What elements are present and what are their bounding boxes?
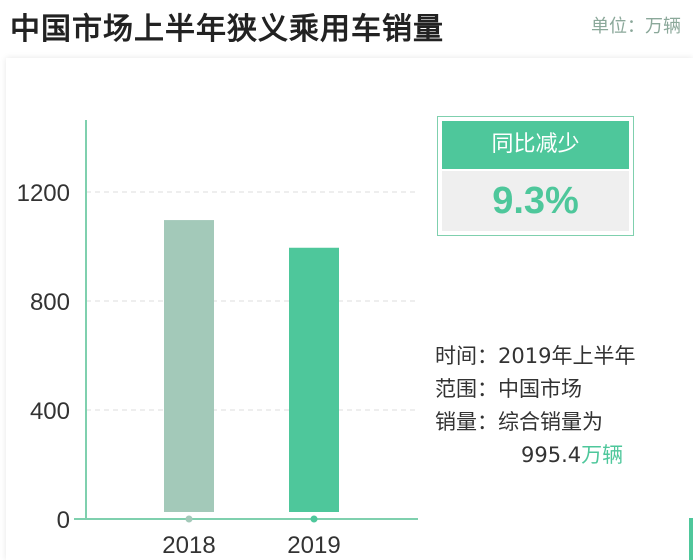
y-tick-label-800: 800 <box>30 289 70 316</box>
yoy-change-badge: 同比减少 9.3% <box>437 116 634 236</box>
yoy-change-value: 9.3% <box>442 171 629 231</box>
info-sales-value: 995.4 <box>521 443 582 467</box>
info-sales-row: 销量：综合销量为 <box>435 406 635 439</box>
info-range-row: 范围：中国市场 <box>435 373 635 406</box>
x-tick-label-2019: 2019 <box>287 532 340 559</box>
info-time-row: 时间：2019年上半年 <box>435 340 635 373</box>
info-time-label: 时间： <box>435 344 498 368</box>
x-tick-dot-2019 <box>310 515 318 523</box>
y-tick-label-400: 400 <box>30 398 70 425</box>
info-range-value: 中国市场 <box>498 377 582 401</box>
info-sales-label: 销量： <box>435 410 498 434</box>
x-tick-label-2018: 2018 <box>162 532 215 559</box>
info-sales-unit: 万辆 <box>581 443 624 467</box>
info-time-value: 2019年上半年 <box>498 344 636 368</box>
yoy-change-label: 同比减少 <box>442 121 629 169</box>
x-tick-dot-2018 <box>185 515 193 523</box>
y-tick-label-1200: 1200 <box>17 180 70 207</box>
unit-label: 单位：万辆 <box>591 16 681 37</box>
info-block: 时间：2019年上半年 范围：中国市场 销量：综合销量为 995.4万辆 <box>435 340 635 472</box>
info-range-label: 范围： <box>435 377 498 401</box>
bar-2018 <box>164 220 214 512</box>
y-tick-label-0: 0 <box>57 507 70 534</box>
chart-title: 中国市场上半年狭义乘用车销量 <box>10 12 444 47</box>
info-sales-value-row: 995.4万辆 <box>435 439 635 472</box>
bar-2019 <box>289 247 339 513</box>
info-sales-prefix: 综合销量为 <box>498 410 603 434</box>
edge-accent-tab <box>689 518 693 560</box>
